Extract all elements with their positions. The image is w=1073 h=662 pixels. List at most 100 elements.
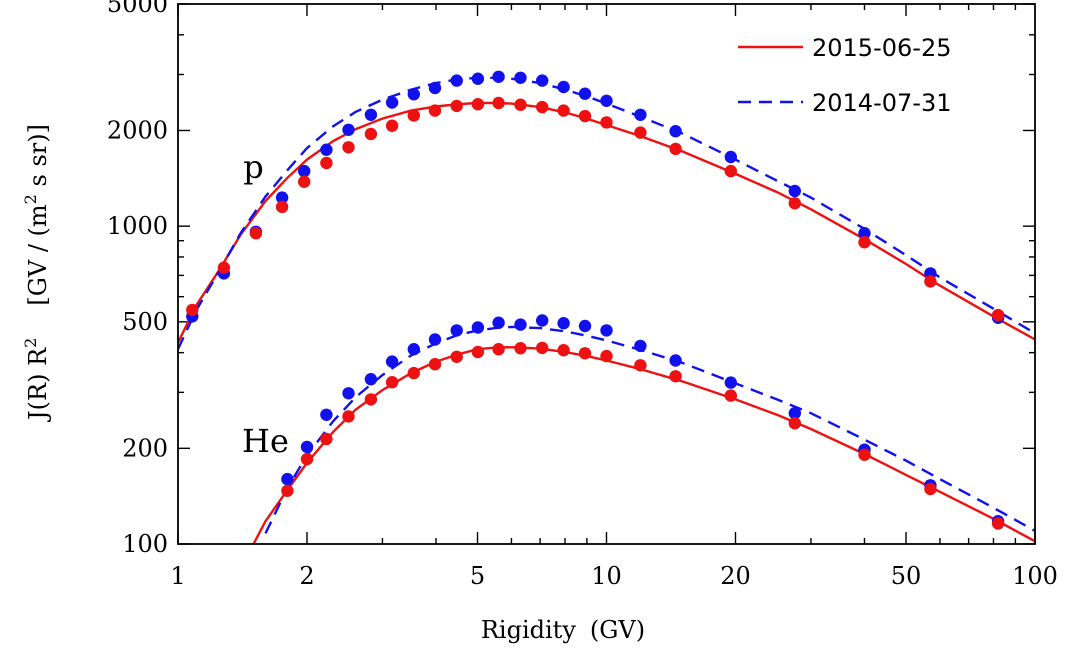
y-tick-label: 200	[122, 434, 168, 462]
y-axis-exp: 2	[21, 338, 40, 348]
data-point-p-2014-07-31	[320, 143, 333, 156]
data-point-he-2014-07-31	[669, 354, 682, 367]
data-point-p-2014-07-31	[492, 70, 505, 84]
data-point-he-2015-06-25	[428, 358, 442, 371]
data-point-he-2014-07-31	[428, 333, 442, 346]
data-point-he-2014-07-31	[724, 376, 737, 389]
data-point-p-2014-07-31	[557, 80, 570, 94]
data-point-he-2015-06-25	[669, 370, 682, 383]
data-point-p-2014-07-31	[578, 87, 592, 100]
x-axis-title: Rigidity (GV)	[481, 616, 645, 644]
tick-labels: 1 2 5 10 20 50 100 100 200 500 1000 2000 5000	[107, 0, 1058, 590]
data-point-he-2015-06-25	[450, 350, 463, 363]
data-point-p-2015-06-25	[275, 200, 289, 214]
y-axis-prefix: J(R) R	[24, 347, 52, 423]
data-point-he-2015-06-25	[342, 410, 355, 423]
data-point-p-2015-06-25	[788, 197, 801, 210]
data-point-he-2015-06-25	[364, 393, 378, 406]
data-point-he-2015-06-25	[991, 517, 1005, 530]
series-annotation: p	[243, 148, 263, 186]
y-axis-unit-close: s sr)]	[24, 124, 52, 194]
y-tick-label: 1000	[107, 212, 168, 240]
data-point-p-2015-06-25	[600, 116, 613, 129]
data-point-p-2015-06-25	[578, 109, 592, 123]
data-point-p-2015-06-25	[217, 261, 231, 274]
data-point-p-2014-07-31	[634, 108, 647, 122]
data-point-p-2015-06-25	[492, 96, 505, 110]
data-point-p-2014-07-31	[536, 74, 549, 87]
data-point-p-2015-06-25	[471, 98, 485, 111]
data-point-he-2014-07-31	[342, 387, 355, 400]
data-point-he-2015-06-25	[492, 343, 505, 356]
data-point-p-2014-07-31	[407, 88, 420, 101]
data-point-he-2015-06-25	[536, 341, 549, 355]
data-point-he-2015-06-25	[578, 347, 592, 360]
data-point-he-2015-06-25	[557, 344, 570, 357]
data-point-p-2015-06-25	[364, 127, 378, 141]
y-axis-unit-exp: 2	[21, 194, 40, 204]
data-point-he-2015-06-25	[600, 349, 613, 363]
data-point-p-2015-06-25	[342, 141, 355, 154]
data-point-p-2015-06-25	[249, 227, 263, 240]
data-point-he-2015-06-25	[385, 376, 399, 389]
x-tick-label: 20	[720, 562, 751, 590]
data-point-he-2014-07-31	[492, 316, 505, 329]
data-point-p-2014-07-31	[342, 123, 355, 136]
data-point-he-2015-06-25	[281, 484, 294, 497]
data-point-p-2015-06-25	[634, 126, 647, 139]
y-tick-label: 2000	[107, 116, 168, 144]
plot-frame	[177, 3, 1036, 545]
data-point-p-2014-07-31	[471, 72, 485, 85]
y-tick-label: 500	[122, 308, 168, 336]
series-curves	[178, 76, 1035, 544]
data-point-he-2015-06-25	[724, 389, 737, 402]
data-point-he-2015-06-25	[320, 432, 333, 446]
data-point-p-2015-06-25	[669, 142, 682, 156]
data-point-p-2014-07-31	[669, 125, 682, 138]
data-point-he-2015-06-25	[471, 345, 485, 359]
data-point-p-2014-07-31	[298, 164, 311, 178]
data-point-he-2015-06-25	[300, 452, 314, 466]
data-point-p-2015-06-25	[320, 156, 333, 170]
annotations: p He	[242, 148, 289, 460]
data-point-he-2014-07-31	[536, 314, 549, 327]
legend: 2015-06-25 2014-07-31	[738, 34, 951, 117]
data-point-he-2015-06-25	[407, 366, 420, 380]
x-tick-label: 50	[891, 562, 922, 590]
data-point-p-2014-07-31	[450, 74, 463, 87]
x-tick-label: 10	[591, 562, 622, 590]
y-tick-label: 5000	[107, 0, 168, 18]
data-point-he-2014-07-31	[788, 407, 801, 420]
data-point-p-2015-06-25	[450, 99, 463, 113]
data-point-p-2014-07-31	[385, 96, 399, 109]
data-point-he-2014-07-31	[578, 319, 592, 333]
data-point-p-2014-07-31	[788, 184, 801, 198]
data-point-p-2014-07-31	[724, 150, 737, 164]
data-point-he-2014-07-31	[634, 339, 647, 353]
data-point-p-2014-07-31	[858, 227, 871, 240]
data-point-he-2014-07-31	[557, 317, 570, 330]
series-annotation: He	[242, 422, 289, 460]
data-point-he-2015-06-25	[924, 482, 937, 496]
data-point-p-2015-06-25	[557, 104, 570, 117]
x-tick-label: 100	[1012, 562, 1058, 590]
x-tick-label: 2	[299, 562, 314, 590]
y-axis-title: J(R) R2[GV / (m2 s sr)]	[21, 124, 52, 423]
x-tick-label: 5	[470, 562, 485, 590]
data-point-p-2015-06-25	[858, 236, 871, 249]
data-point-p-2015-06-25	[186, 303, 199, 317]
data-point-p-2015-06-25	[724, 164, 737, 178]
data-point-p-2015-06-25	[385, 119, 399, 132]
data-point-he-2014-07-31	[600, 324, 613, 337]
data-point-he-2015-06-25	[788, 417, 801, 430]
series-line-he-2014-07-31	[264, 325, 1035, 534]
data-point-p-2014-07-31	[600, 94, 613, 108]
y-axis-unit-open: [GV / (m	[24, 204, 52, 306]
data-point-p-2015-06-25	[536, 100, 549, 114]
data-point-he-2014-07-31	[407, 343, 420, 356]
data-point-he-2014-07-31	[300, 440, 314, 454]
data-point-he-2014-07-31	[364, 373, 378, 386]
data-point-p-2015-06-25	[407, 109, 420, 122]
data-point-p-2015-06-25	[991, 308, 1005, 322]
